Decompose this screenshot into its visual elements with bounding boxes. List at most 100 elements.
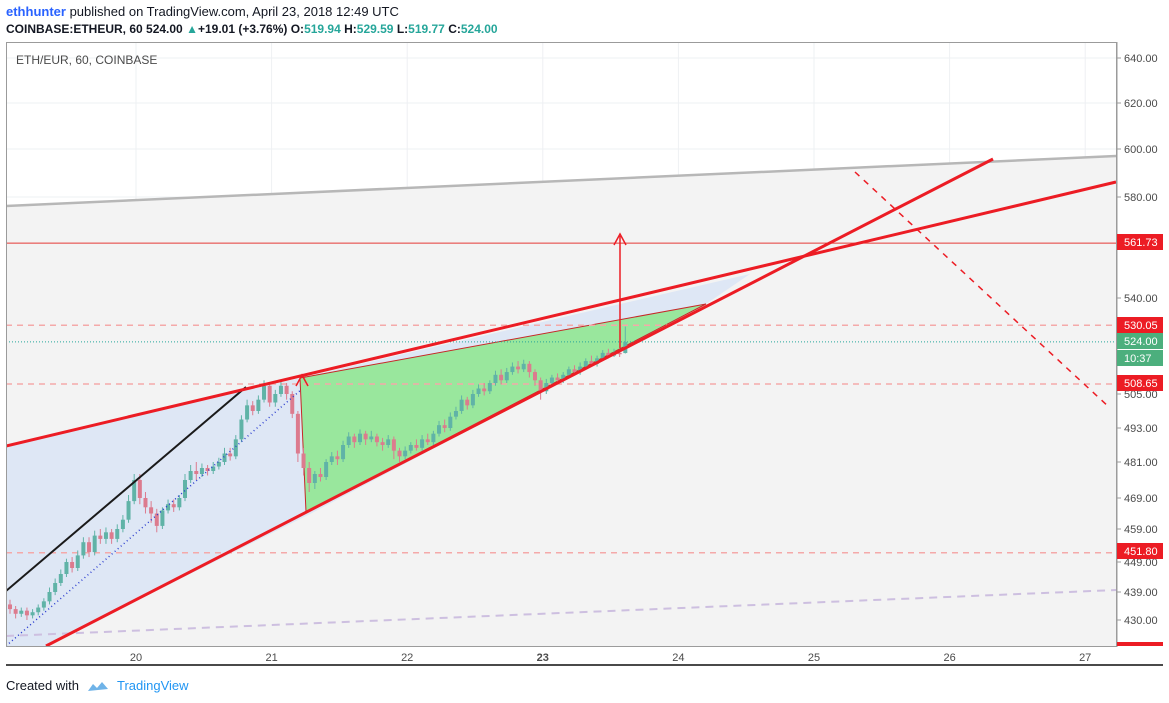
candle-body <box>143 498 148 508</box>
candle-body <box>295 413 300 454</box>
candle-body <box>194 471 199 474</box>
small-arrow-icon <box>295 373 309 387</box>
candle-body <box>137 480 142 498</box>
candle-body <box>13 609 18 614</box>
price-tick-label: 600.00 <box>1124 144 1158 156</box>
trendlines <box>5 154 1117 648</box>
time-axis-area[interactable] <box>6 647 1117 666</box>
candle-body <box>154 513 159 526</box>
candle-body <box>8 604 12 610</box>
candle-body <box>606 352 611 356</box>
candle-body <box>30 612 35 616</box>
candle-body <box>431 433 436 443</box>
price-label-text: 10:37 <box>1124 353 1152 365</box>
high-value: 529.59 <box>356 22 394 36</box>
candle-body <box>278 385 283 394</box>
time-tick-label: 20 <box>130 652 142 664</box>
candle-body <box>437 425 442 434</box>
price-tick-label: 481.00 <box>1124 457 1158 469</box>
candle-body <box>555 377 560 381</box>
candle-body <box>357 433 362 443</box>
candle-body <box>205 468 210 471</box>
candle-body <box>583 361 588 367</box>
candle-body <box>182 480 187 498</box>
candle-body <box>262 385 267 400</box>
publish-line: ethhunter published on TradingView.com, … <box>6 4 399 19</box>
candle-body <box>149 507 154 514</box>
chart-frame[interactable]: 640.00 620.00 600.00 580.00 540.00 505.00 493.… <box>5 42 1163 666</box>
candle-body <box>561 374 566 381</box>
candle-body <box>420 439 425 448</box>
candle-body <box>363 433 368 440</box>
price-tick-label: 580.00 <box>1124 192 1158 204</box>
candle-body <box>408 445 413 451</box>
price-tick-label: 449.00 <box>1124 557 1158 569</box>
candle-body <box>36 607 41 613</box>
candle-body <box>516 366 521 370</box>
chart-svg[interactable]: 640.00 620.00 600.00 580.00 540.00 505.00 493.… <box>5 42 1163 666</box>
author-name[interactable]: ethhunter <box>6 4 66 19</box>
close-value: 524.00 <box>460 22 498 36</box>
candle-body <box>329 456 334 462</box>
price-label-badge <box>1117 317 1163 333</box>
open-label: O: <box>290 22 305 36</box>
candle-body <box>239 419 244 440</box>
candle-body <box>307 468 312 483</box>
candle-body <box>47 592 52 602</box>
candle-body <box>374 436 379 443</box>
time-tick-label: 21 <box>265 652 277 664</box>
time-tick-label: 22 <box>401 652 413 664</box>
candle-body <box>346 436 351 445</box>
price-tick-label: 640.00 <box>1124 53 1158 65</box>
price-label-text: 451.80 <box>1124 546 1158 558</box>
price-axis: 640.00 620.00 600.00 580.00 540.00 505.00 493.… <box>1117 53 1163 646</box>
high-label: H: <box>344 22 357 36</box>
lower-channel-line <box>45 157 994 648</box>
price-label-badge <box>1117 375 1163 391</box>
candle-body <box>126 501 131 520</box>
candle-body <box>527 363 532 373</box>
candle-body <box>538 380 543 392</box>
candle-body <box>572 369 577 373</box>
symbol-line: COINBASE:ETHEUR, 60 524.00 ▲+19.01 (+3.7… <box>6 22 498 36</box>
price-tick-label: 430.00 <box>1124 615 1158 627</box>
price-tick-label: 540.00 <box>1124 293 1158 305</box>
candle-body <box>211 466 216 471</box>
candles <box>8 326 628 620</box>
time-tick-label: 24 <box>672 652 684 664</box>
time-axis-underline <box>6 664 1163 666</box>
price-tick-label: 469.00 <box>1124 493 1158 505</box>
candle-body <box>19 610 24 614</box>
tradingview-link[interactable]: TradingView <box>116 678 189 693</box>
candle-body <box>532 372 537 381</box>
candle-body <box>301 453 306 468</box>
candle-body <box>53 583 58 592</box>
candle-body <box>228 453 233 457</box>
candle-body <box>578 366 583 373</box>
symbol-name: COINBASE:ETHEUR, 60 <box>6 22 143 36</box>
price-tick-label: 620.00 <box>1124 98 1158 110</box>
candle-body <box>403 450 408 457</box>
candle-body <box>177 498 182 508</box>
candle-body <box>188 471 193 480</box>
channel-fill <box>6 154 1163 646</box>
price-label-text: 530.05 <box>1124 320 1158 332</box>
candle-body <box>92 535 97 553</box>
candle-body <box>120 519 125 529</box>
chart-title: ETH/EUR, 60, COINBASE <box>16 53 157 67</box>
red-dashed-projection-line <box>854 171 1111 409</box>
bottom-red-marker <box>1117 642 1163 646</box>
candle-body <box>380 442 385 445</box>
black-trend-line <box>5 386 247 592</box>
candle-body <box>290 394 295 414</box>
price-tick-label: 505.00 <box>1124 389 1158 401</box>
candle-body <box>397 450 402 457</box>
upper-channel-line <box>5 180 1117 448</box>
open-value: 519.94 <box>304 22 341 36</box>
candle-body <box>115 529 120 539</box>
candle-body <box>453 411 458 417</box>
time-tick-label: 25 <box>808 652 820 664</box>
candle-body <box>510 366 515 373</box>
candle-body <box>549 377 554 384</box>
price-label-badge <box>1117 543 1163 559</box>
